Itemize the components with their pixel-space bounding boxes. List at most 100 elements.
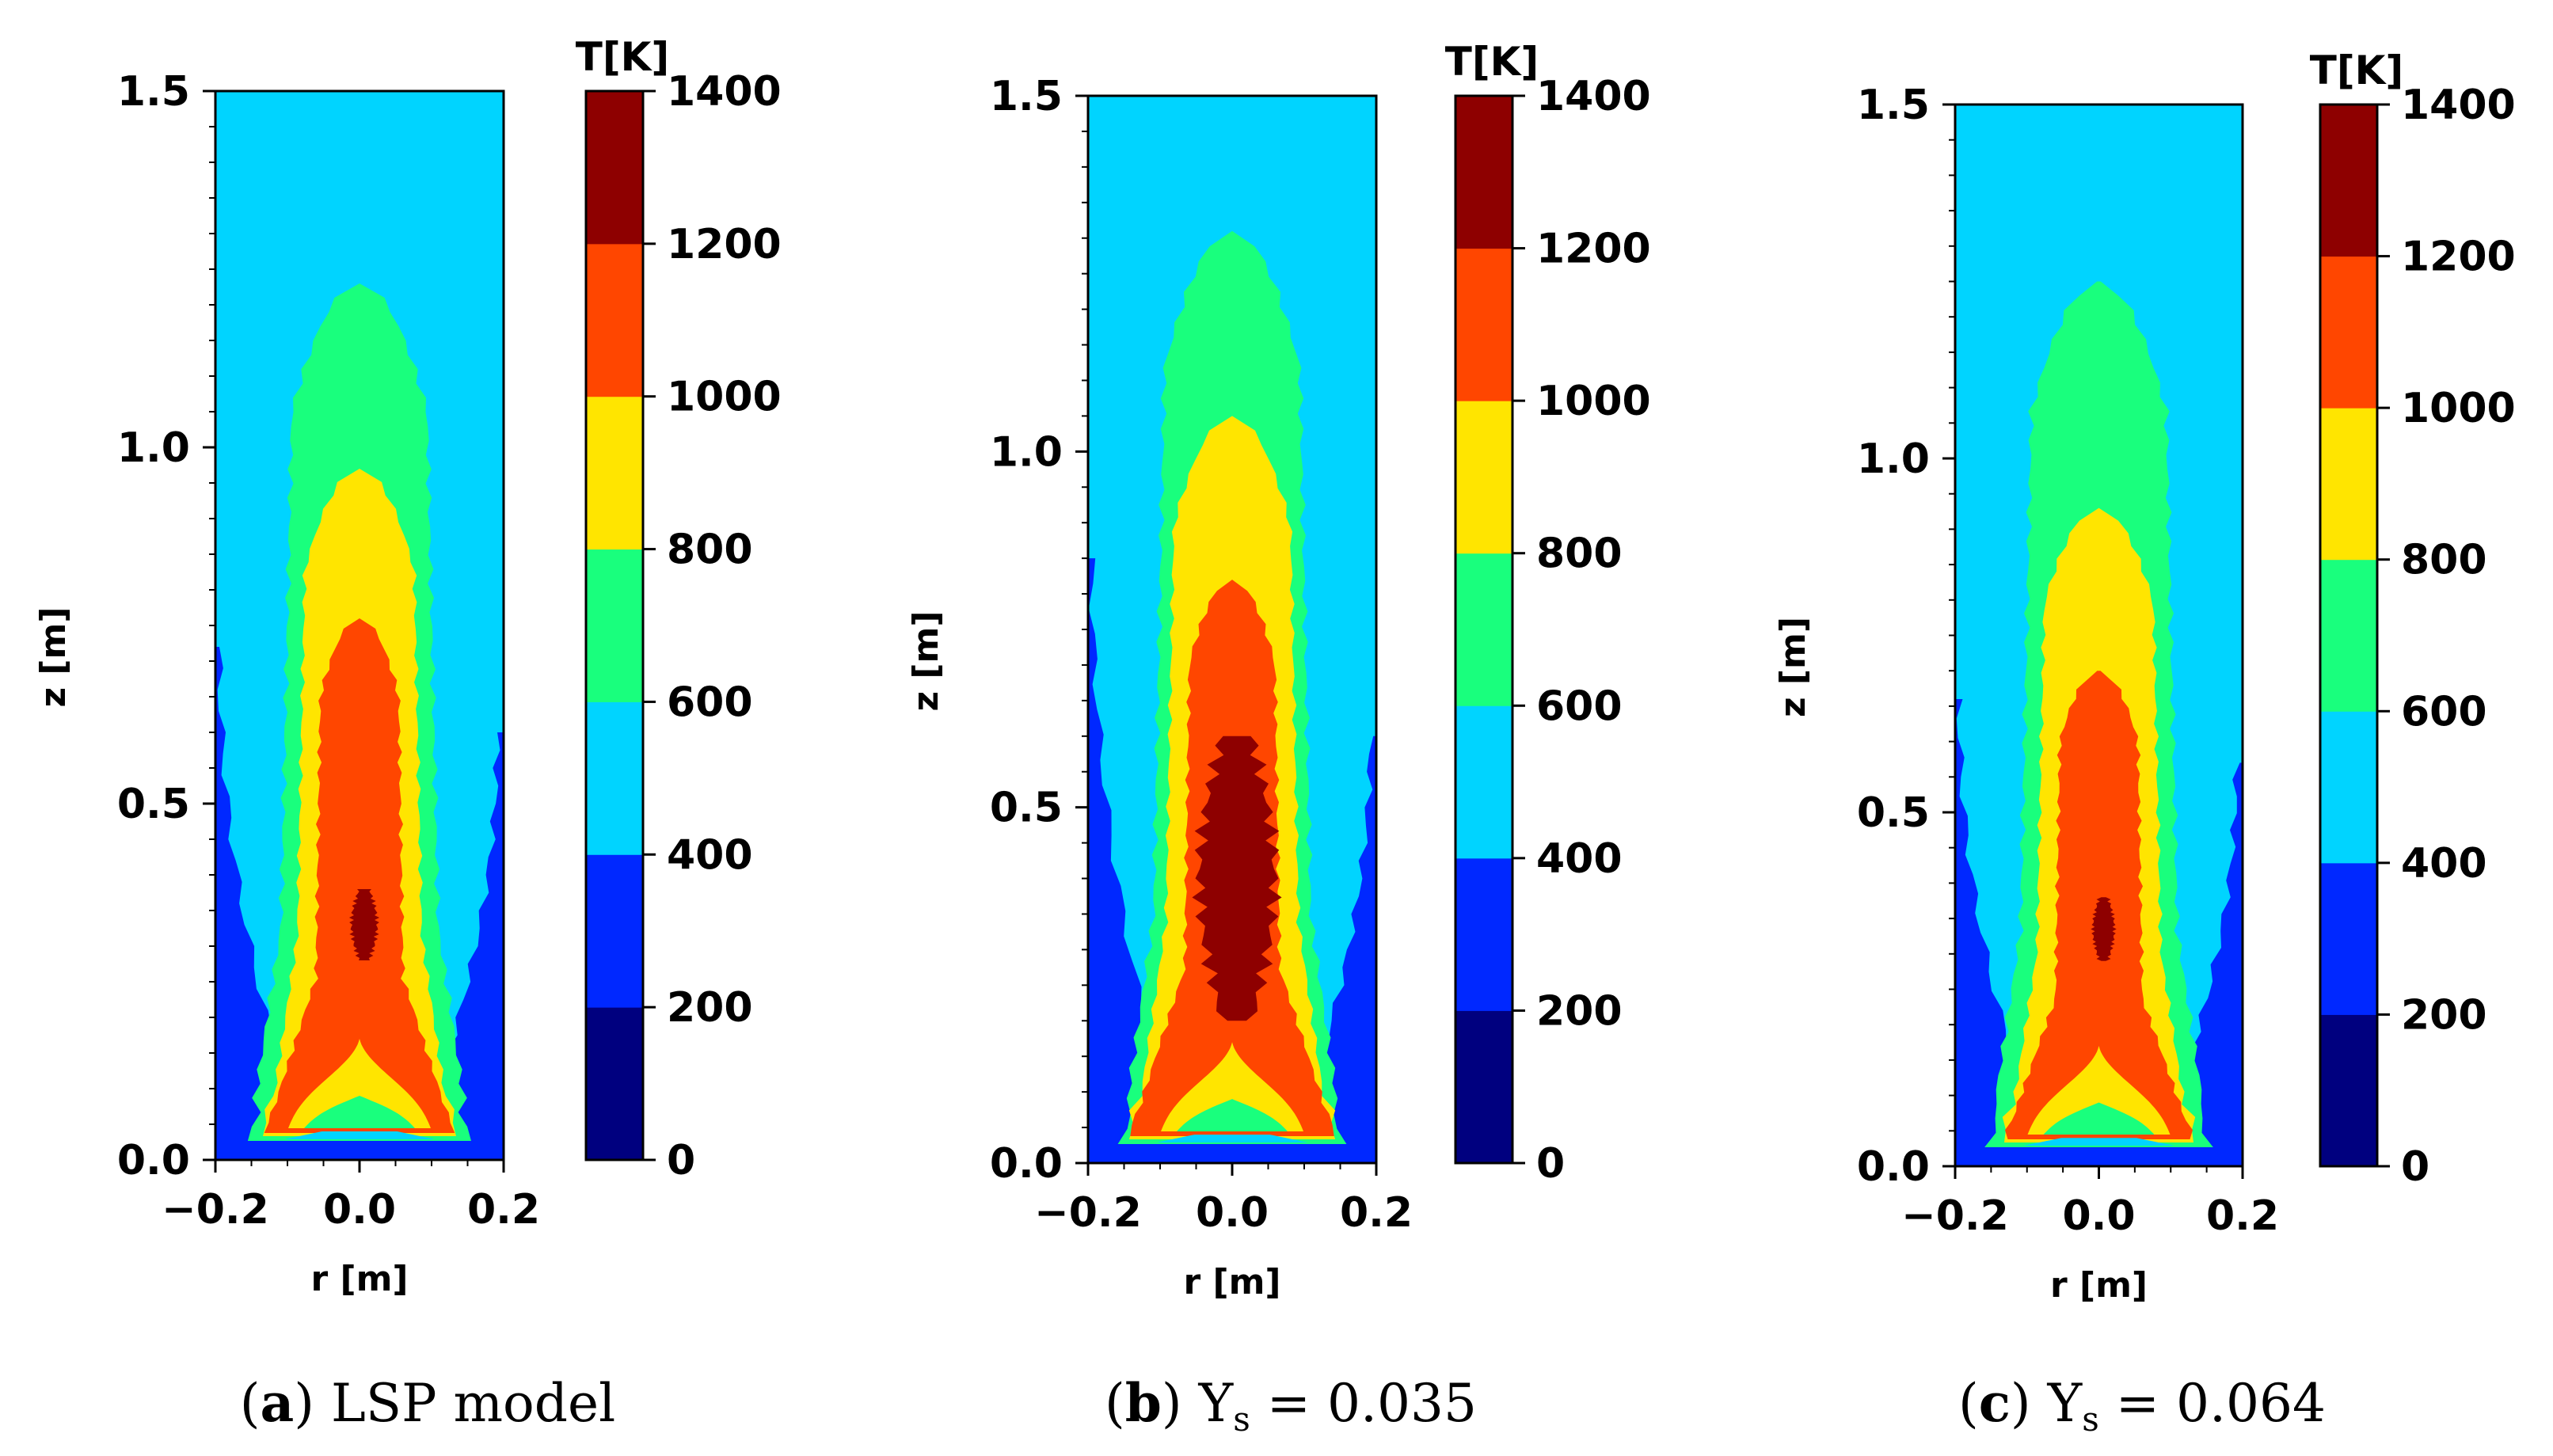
colorbar-band [2320,408,2377,561]
caption-rest: = 0.035 [1250,1373,1477,1434]
x-axis-label: r [m] [310,1259,408,1299]
panel-caption: (c) Ys = 0.064 [1958,1372,2326,1439]
colorbar-band [586,701,643,855]
colorbar-tick-label: 1400 [1536,73,1651,120]
colorbar-band [586,854,643,1008]
colorbar-band [1455,857,1512,1011]
colorbar-band [1455,248,1512,401]
colorbar-frame [584,89,645,1161]
colorbar-tick-label: 800 [667,527,753,574]
colorbar-band [1455,705,1512,859]
colorbar-tick-label: 1200 [2401,234,2516,281]
colorbar-tick-label: 400 [667,831,753,879]
colorbar-tick-label: 1200 [1536,226,1651,273]
colorbar-band [2320,256,2377,409]
contour-panel-b: 0.00.51.01.5−0.2 0.0 0.2r [m]z [m]02004006… [906,39,1651,1439]
colorbar-tick-label: 200 [667,984,753,1032]
colorbar-tick-label: 600 [2401,688,2487,736]
contour-200-400-right [2152,762,2243,1166]
contour-1200-1400 [348,889,380,960]
colorbar-tick-label: 800 [1536,530,1623,578]
contour-panel-c: 0.00.51.01.5−0.2 0.0 0.2r [m]z [m]02004006… [1773,48,2516,1439]
colorbar-band [1455,553,1512,706]
contour-inner-cyan [284,1131,435,1139]
colorbar-tick-label: 1000 [667,374,782,421]
y-tick-label: 0.5 [117,781,190,828]
colorbar-label: T[K] [576,34,670,80]
x-axis-label: r [m] [2050,1265,2148,1306]
colorbar-tick-label: 1000 [2401,385,2516,432]
colorbar-band [2320,1014,2377,1167]
colorbar-tick-label: 200 [1536,987,1623,1035]
y-axis-label: z [m] [1773,617,1813,717]
contour-200-400-base [1088,1141,1376,1163]
contour-200-400-left [1955,699,2049,1166]
colorbar-tick-label: 400 [2401,840,2487,888]
colorbar-tick-label: 800 [2401,537,2487,584]
contour-inner-green [304,1096,415,1128]
caption-subscript: s [2082,1400,2099,1439]
contour-inner-yellow [2027,1046,2171,1135]
contour-1200-1400 [1192,736,1282,1021]
caption-text: Y [2047,1373,2083,1434]
contour-200-400-base [1955,1144,2243,1166]
contour-inner-green [1177,1099,1288,1131]
caption-text: Y [1198,1373,1235,1434]
contour-inner-yellow [1161,1042,1303,1131]
x-tick-label: 0.2 [467,1186,540,1234]
y-tick-label: 1.0 [1857,435,1930,483]
y-axis-label: z [m] [33,607,74,708]
caption-text: LSP model [331,1373,615,1434]
x-tick-label: −0.2 [162,1186,269,1234]
colorbar-label: T[K] [2310,48,2404,93]
colorbar-tick-label: 400 [1536,835,1623,883]
contour-200-400-right [406,732,504,1160]
y-tick-label: 1.5 [117,68,190,116]
colorbar-tick-label: 200 [2401,991,2487,1039]
caption-rest: = 0.064 [2099,1373,2326,1434]
y-tick-label: 1.5 [1857,82,1930,129]
colorbar-band [586,91,643,245]
caption-subscript: s [1233,1400,1250,1439]
contour-200-400-right [1281,736,1376,1163]
panel-caption: (a) LSP model [240,1372,615,1434]
y-tick-label: 0.5 [1857,789,1930,837]
x-axis-label: r [m] [1183,1262,1280,1302]
contour-inner-cyan [2023,1138,2174,1146]
contour-1200-1400 [2091,897,2117,961]
colorbar-tick-label: 600 [1536,682,1623,730]
colorbar-tick-label: 1200 [667,221,782,268]
colorbar-frame [1454,94,1514,1165]
y-tick-label: 0.0 [1857,1143,1930,1191]
colorbar-label: T[K] [1445,39,1539,85]
y-tick-label: 1.5 [990,73,1063,120]
colorbar-tick-label: 0 [1536,1140,1565,1188]
y-tick-label: 1.0 [117,424,190,472]
contour-plot-area [1955,105,2243,1166]
caption-letter: c [1979,1372,2011,1434]
caption-letter: b [1125,1372,1162,1434]
colorbar-tick-label: 1400 [667,68,782,116]
colorbar-band [2320,105,2377,257]
contour-inner-yellow [288,1039,431,1128]
colorbar-tick-label: 1000 [1536,378,1651,425]
colorbar-band [586,1007,643,1161]
colorbar-band [586,549,643,702]
x-tick-label: −0.2 [1034,1189,1142,1237]
colorbar-band [2320,862,2377,1015]
y-tick-label: 1.0 [990,428,1063,476]
colorbar-band [2320,559,2377,712]
contour-1000-1200 [264,618,455,1133]
colorbar-tick-label: 0 [2401,1143,2429,1191]
y-tick-label: 0.0 [990,1140,1063,1188]
contour-200-400-base [215,1138,504,1160]
x-tick-label: 0.2 [1340,1189,1413,1237]
contour-plot-area [1088,96,1376,1163]
colorbar-tick-label: 0 [667,1137,695,1184]
colorbar-tick-label: 600 [667,679,753,726]
contour-panel-a: 0.00.51.01.5−0.2 0.0 0.2r [m]z [m]02004006… [33,34,782,1434]
colorbar-band [1455,1010,1512,1164]
contour-inner-cyan [1157,1135,1307,1142]
colorbar-band [586,243,643,397]
